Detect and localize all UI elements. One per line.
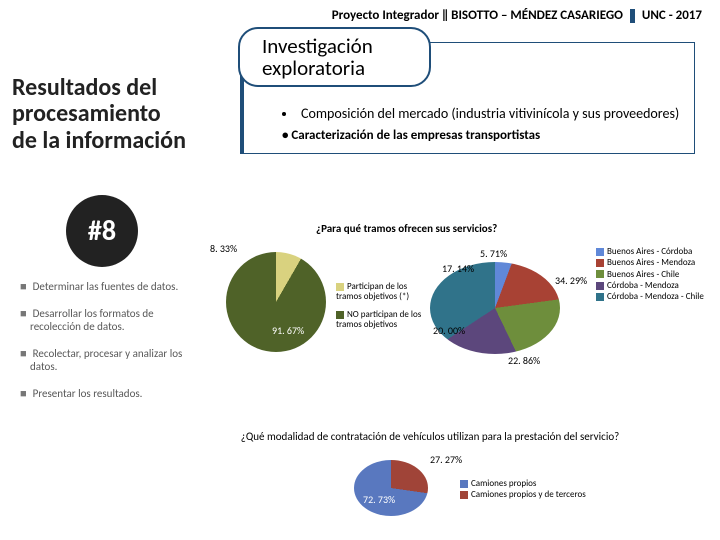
separator-icon [630, 9, 635, 23]
pie3-label-b: 72. 73% [363, 493, 395, 506]
pie-chart-hiring [354, 460, 428, 516]
pie2-legend: Buenos Aires - Córdoba Buenos Aires - Me… [596, 246, 704, 302]
list-item: Presentar los resultados. [20, 387, 200, 400]
legend-label: Buenos Aires - Mendoza [607, 257, 695, 268]
pie2-slice-label: 34. 29% [555, 274, 587, 287]
swatch-icon [596, 259, 604, 267]
pie2-slice-label: 20. 00% [433, 324, 465, 337]
pie-chart-participation [226, 252, 326, 352]
header-left: Proyecto Integrador ‖ BISOTTO – MÉNDEZ C… [332, 8, 623, 23]
page-title: Resultados del procesamiento de la infor… [12, 75, 186, 154]
investigation-title: Investigación exploratoria [238, 27, 431, 87]
legend-label: Buenos Aires - Chile [607, 269, 679, 280]
swatch-icon [596, 248, 604, 256]
investigation-panel: Investigación exploratoria Composición d… [240, 42, 695, 154]
swatch-icon [336, 311, 344, 319]
chart2-question: ¿Qué modalidad de contratación de vehícu… [160, 430, 700, 443]
swatch-icon [596, 293, 604, 301]
swatch-icon [460, 480, 468, 488]
list-item: Recolectar, procesar y analizar los dato… [20, 347, 200, 373]
page-header: Proyecto Integrador ‖ BISOTTO – MÉNDEZ C… [0, 0, 720, 25]
legend-label: Córdoba - Mendoza [607, 280, 679, 291]
pie3-legend: Camiones propios Camiones propios y de t… [460, 478, 586, 500]
pie1-label-b: 91. 67% [272, 324, 304, 337]
list-item: Determinar las fuentes de datos. [20, 280, 200, 293]
step-number-badge: #8 [66, 195, 138, 267]
pie1-label-a: 8. 33% [210, 242, 237, 255]
investigation-bullet: Composición del mercado (industria vitiv… [282, 105, 680, 122]
investigation-subbullet: • Caracterización de las empresas transp… [278, 128, 680, 143]
legend-label: Buenos Aires - Córdoba [607, 246, 692, 257]
list-item: Desarrollar los formatos de recolección … [20, 307, 200, 333]
swatch-icon [336, 283, 344, 291]
steps-sidebar: Determinar las fuentes de datos. Desarro… [20, 280, 200, 414]
chart1-question: ¿Para qué tramos ofrecen sus servicios? [316, 222, 497, 235]
legend-label: Camiones propios [471, 478, 536, 489]
pie-chart-routes [430, 262, 560, 354]
legend-label: Camiones propios y de terceros [471, 489, 586, 500]
legend-label: Córdoba - Mendoza - Chile [607, 291, 704, 302]
pie1-legend: Participan de los tramos objetivos (*) N… [336, 282, 424, 330]
pie2-slice-label: 5. 71% [480, 247, 507, 260]
swatch-icon [596, 270, 604, 278]
pie2-slice-label: 17. 14% [442, 262, 474, 275]
legend-label: NO participan de los tramos objetivos [336, 309, 421, 330]
swatch-icon [460, 491, 468, 499]
pie3-label-a: 27. 27% [430, 453, 462, 466]
legend-label: Participan de los tramos objetivos (*) [336, 281, 409, 302]
swatch-icon [596, 282, 604, 290]
pie2-slice-label: 22. 86% [508, 354, 540, 367]
header-right: UNC - 2017 [642, 8, 702, 23]
